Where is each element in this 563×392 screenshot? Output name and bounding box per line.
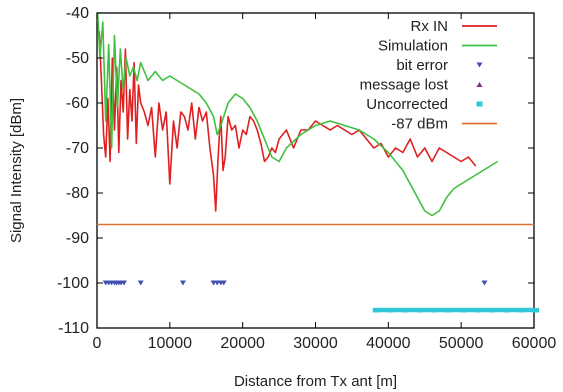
series-line-rx-in <box>98 30 477 212</box>
x-tick-label: 40000 <box>366 335 411 352</box>
legend-label-uncorrected: Uncorrected <box>366 96 448 113</box>
x-tick-label: 50000 <box>439 335 484 352</box>
point-bit-error <box>120 280 127 286</box>
x-tick-label: 20000 <box>220 335 265 352</box>
point-uncorrected <box>533 308 539 313</box>
y-tick-label: -40 <box>66 5 89 22</box>
y-tick-label: -50 <box>66 50 89 67</box>
x-tick-label: 10000 <box>148 335 193 352</box>
legend-label-message-lost: message lost <box>360 77 449 94</box>
point-bit-error <box>179 280 186 286</box>
legend-swatch-bit-error <box>476 62 483 68</box>
series-layer <box>96 12 539 313</box>
series-line-simulation <box>96 12 499 217</box>
point-bit-error <box>481 280 488 286</box>
y-axis-title: Signal Intensity [dBm] <box>8 98 25 243</box>
x-tick-label: 60000 <box>512 335 557 352</box>
legend-swatch-message-lost <box>476 82 483 87</box>
y-tick-label: -110 <box>58 320 89 337</box>
legend-label-rx-in: Rx IN <box>411 18 449 35</box>
point-bit-error <box>137 280 144 286</box>
y-tick-label: -70 <box>66 140 89 157</box>
y-tick-label: -80 <box>66 185 89 202</box>
legend: Rx IN Simulation bit error message lost Unco… <box>360 18 497 133</box>
x-axis-title: Distance from Tx ant [m] <box>234 373 397 390</box>
x-tick-label: 30000 <box>293 335 338 352</box>
plot-area: 0 10000 20000 30000 40000 50000 60000 -40 -50 -60… <box>57 5 556 352</box>
legend-label-bit-error: bit error <box>396 57 448 74</box>
y-tick-label: -100 <box>57 275 89 292</box>
y-tick-label: -60 <box>66 95 89 112</box>
point-bit-error <box>220 280 227 286</box>
x-tick-label: 0 <box>93 335 102 352</box>
legend-label-87-dbm: -87 dBm <box>391 116 448 133</box>
legend-label-simulation: Simulation <box>378 38 448 55</box>
ticks-layer: 0 10000 20000 30000 40000 50000 60000 -40 -50 -60… <box>57 5 556 352</box>
y-tick-label: -90 <box>66 230 89 247</box>
legend-swatch-uncorrected <box>476 101 483 107</box>
